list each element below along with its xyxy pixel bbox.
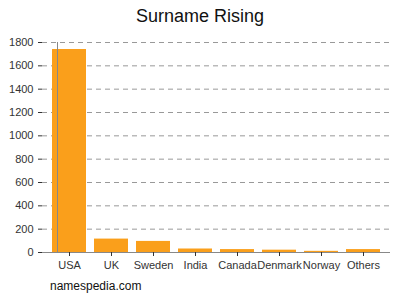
- svg-text:Denmark: Denmark: [257, 259, 302, 271]
- svg-text:0: 0: [27, 246, 33, 258]
- svg-text:400: 400: [15, 199, 33, 211]
- html-text:namespedia.com: namespedia.com: [50, 279, 142, 293]
- svg-text:Canada: Canada: [218, 259, 257, 271]
- svg-text:1800: 1800: [9, 36, 33, 48]
- svg-text:1000: 1000: [9, 129, 33, 141]
- html-text:Surname Rising: Surname Rising: [136, 6, 264, 26]
- svg-text:UK: UK: [104, 259, 120, 271]
- svg-text:200: 200: [15, 223, 33, 235]
- svg-text:1200: 1200: [9, 106, 33, 118]
- svg-text:USA: USA: [58, 259, 81, 271]
- svg-text:India: India: [184, 259, 209, 271]
- svg-text:Sweden: Sweden: [134, 259, 174, 271]
- svg-text:1400: 1400: [9, 83, 33, 95]
- svg-text:1600: 1600: [9, 59, 33, 71]
- svg-text:Others: Others: [347, 259, 381, 271]
- svg-text:Norway: Norway: [303, 259, 341, 271]
- svg-text:600: 600: [15, 176, 33, 188]
- svg-text:800: 800: [15, 153, 33, 165]
